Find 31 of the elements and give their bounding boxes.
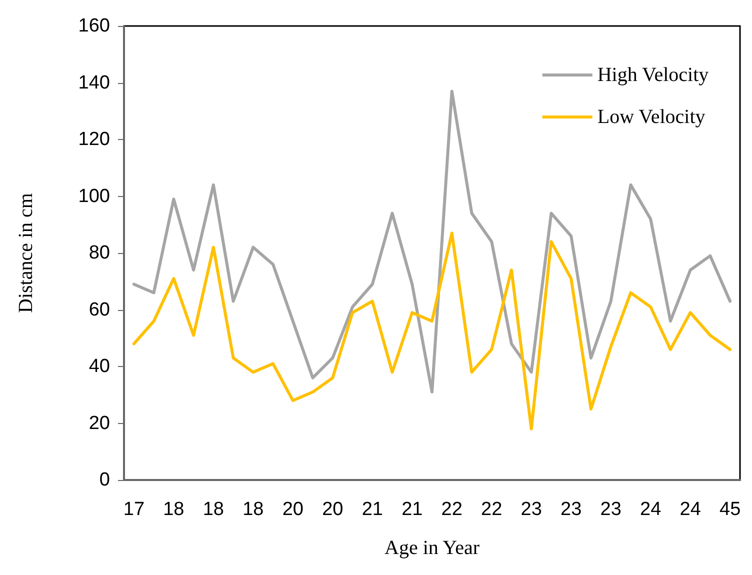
- x-tick-label: 23: [600, 499, 622, 520]
- x-tick-label: 18: [163, 499, 184, 520]
- y-tick-label: 160: [78, 16, 110, 36]
- x-tick-label: 18: [242, 499, 264, 520]
- line-series: [132, 232, 732, 430]
- y-axis-title: Distance in cm: [15, 192, 37, 313]
- legend-label: Low Velocity: [597, 106, 706, 128]
- x-tick-label: 24: [680, 499, 702, 520]
- y-tick-label: 20: [88, 412, 110, 434]
- x-tick-label: 22: [441, 499, 462, 520]
- y-tick-label: 40: [88, 356, 110, 377]
- x-tick-label: 45: [719, 499, 741, 520]
- y-tick-label: 120: [78, 129, 110, 150]
- x-tick-label: 22: [481, 499, 502, 520]
- x-tick-label: 20: [282, 499, 304, 520]
- x-tick-label: 23: [560, 499, 582, 520]
- y-tick-label: 140: [78, 72, 110, 94]
- line-series: [132, 90, 732, 394]
- x-tick-label: 23: [520, 499, 542, 520]
- x-tick-label: 21: [362, 499, 383, 520]
- y-tick-label: 0: [99, 470, 110, 490]
- x-axis-title: Age in Year: [384, 537, 480, 559]
- x-tick-label: 17: [123, 499, 145, 520]
- y-tick-label: 60: [88, 299, 110, 320]
- y-tick-label: 80: [88, 242, 110, 264]
- x-tick-label: 20: [322, 499, 344, 520]
- legend-label: High Velocity: [597, 64, 709, 86]
- y-tick-label: 100: [78, 186, 110, 207]
- x-tick-label: 24: [640, 499, 662, 520]
- x-tick-label: 21: [402, 499, 423, 520]
- x-tick-label: 18: [202, 499, 224, 520]
